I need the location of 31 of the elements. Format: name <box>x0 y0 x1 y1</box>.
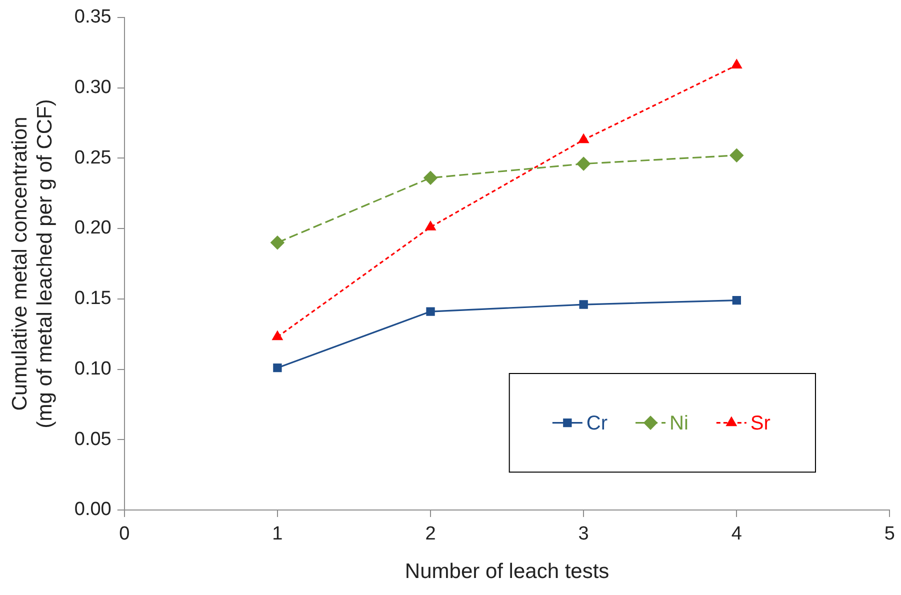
y-tick-label: 0.25 <box>74 147 112 168</box>
point <box>270 236 284 250</box>
point <box>579 300 588 309</box>
x-axis-title: Number of leach tests <box>404 560 610 584</box>
point <box>576 156 590 171</box>
legend-label: Cr <box>586 412 608 434</box>
y-axis-title: Cumulative metal concentration (mg of metal leached per g of CCF) <box>8 99 57 428</box>
point <box>273 364 282 372</box>
x-tick-label: 0 <box>119 524 130 545</box>
y-tick-label: 0.05 <box>74 428 112 450</box>
x-tick-label: 5 <box>884 524 896 545</box>
y-tick-label: 0.15 <box>74 288 112 310</box>
y-tick-label: 0.00 <box>74 499 112 520</box>
y-tick-label: 0.30 <box>74 77 112 98</box>
y-tick-label: 0.20 <box>74 218 112 239</box>
point <box>730 148 744 162</box>
x-tick-label: 4 <box>731 524 742 545</box>
point <box>424 171 438 185</box>
point <box>272 331 283 340</box>
x-tick-label: 2 <box>425 524 436 545</box>
point <box>425 221 436 230</box>
point <box>732 59 742 69</box>
legend-label: Sr <box>750 412 771 434</box>
point <box>578 134 589 144</box>
y-tick-label: 0.35 <box>74 6 112 28</box>
x-tick-label: 3 <box>578 524 589 545</box>
y-tick-label: 0.10 <box>74 358 112 380</box>
legend-label: Ni <box>670 412 688 434</box>
point <box>426 307 435 316</box>
point <box>732 296 741 305</box>
x-tick-label: 1 <box>272 524 283 545</box>
